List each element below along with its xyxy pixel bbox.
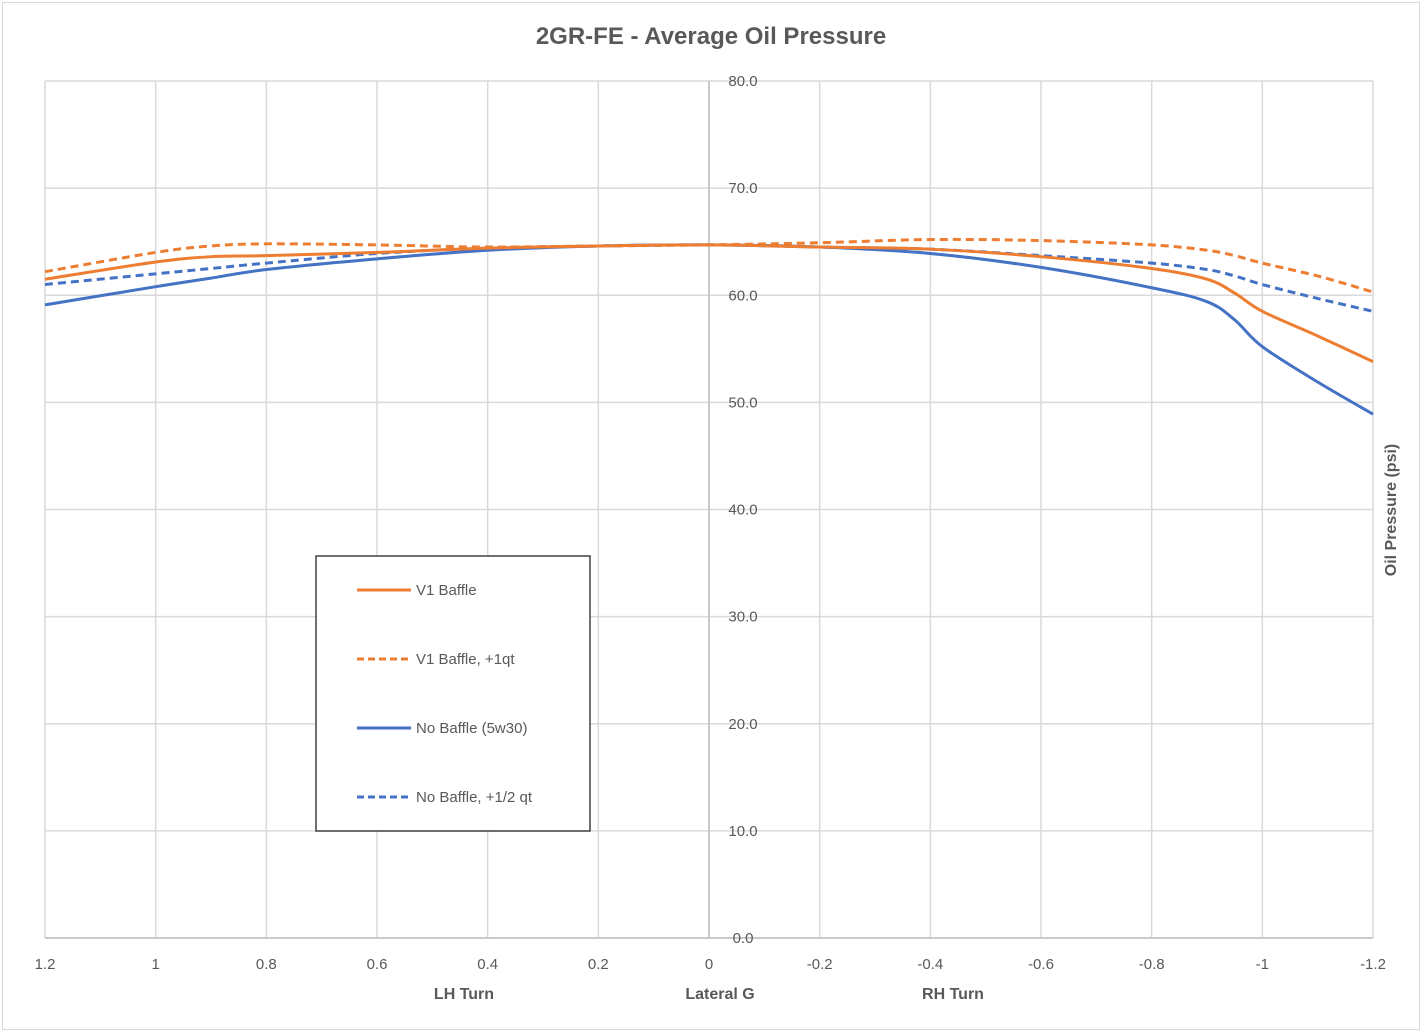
x-tick-label: 1 <box>151 956 159 973</box>
legend-label: No Baffle, +1/2 qt <box>416 789 533 806</box>
legend-box <box>315 555 591 832</box>
y-tick-label: 50.0 <box>728 394 757 411</box>
legend: V1 Baffle V1 Baffle, +1qt No Baffle (5w30)… <box>315 555 591 832</box>
y-tick-label: 30.0 <box>728 609 757 626</box>
y-tick-label: 0.0 <box>733 930 754 947</box>
x-label-lh-turn: LH Turn <box>434 986 494 1003</box>
y-tick-label: 80.0 <box>728 73 757 90</box>
x-tick-label: -1.2 <box>1360 956 1386 973</box>
legend-label: V1 Baffle, +1qt <box>416 651 515 668</box>
x-tick-label: 0.4 <box>477 956 498 973</box>
legend-item: V1 Baffle <box>357 582 477 599</box>
legend-label: No Baffle (5w30) <box>416 720 527 737</box>
y-tick-label: 20.0 <box>728 716 757 733</box>
series-line-v1-baffle <box>44 243 1374 364</box>
x-tick-label: -0.4 <box>917 956 943 973</box>
series-line-v1-baffle-1qt <box>44 237 1374 294</box>
x-axis-title: Lateral G <box>685 986 754 1003</box>
x-tick-label: -1 <box>1256 956 1269 973</box>
x-tick-label: 0.2 <box>588 956 609 973</box>
series-layer <box>44 237 1374 416</box>
y-tick-label: 40.0 <box>728 502 757 519</box>
chart-title: 2GR-FE - Average Oil Pressure <box>536 23 886 50</box>
x-tick-label: 0.8 <box>256 956 277 973</box>
x-tick-label: 0.6 <box>367 956 388 973</box>
x-tick-label: 1.2 <box>35 956 56 973</box>
legend-label: V1 Baffle <box>416 582 477 599</box>
y-tick-labels: 0.0 10.0 20.0 30.0 40.0 50.0 60.0 70.0 80.0 <box>728 73 757 947</box>
x-tick-label: -0.8 <box>1139 956 1165 973</box>
y-tick-label: 70.0 <box>728 180 757 197</box>
x-label-rh-turn: RH Turn <box>922 986 984 1003</box>
x-tick-label: -0.2 <box>807 956 833 973</box>
y-tick-label: 60.0 <box>728 287 757 304</box>
y-axis-title: Oil Pressure (psi) <box>1383 444 1400 577</box>
x-tick-label: -0.6 <box>1028 956 1054 973</box>
legend-item: No Baffle (5w30) <box>357 720 527 737</box>
y-tick-label: 10.0 <box>728 823 757 840</box>
x-tick-label: 0 <box>705 956 713 973</box>
legend-item: V1 Baffle, +1qt <box>357 651 515 668</box>
legend-item: No Baffle, +1/2 qt <box>357 789 533 806</box>
x-tick-labels: 1.2 1 0.8 0.6 0.4 0.2 0 -0.2 -0.4 -0.6 -0.8 -1 -1.2 <box>35 956 1386 973</box>
